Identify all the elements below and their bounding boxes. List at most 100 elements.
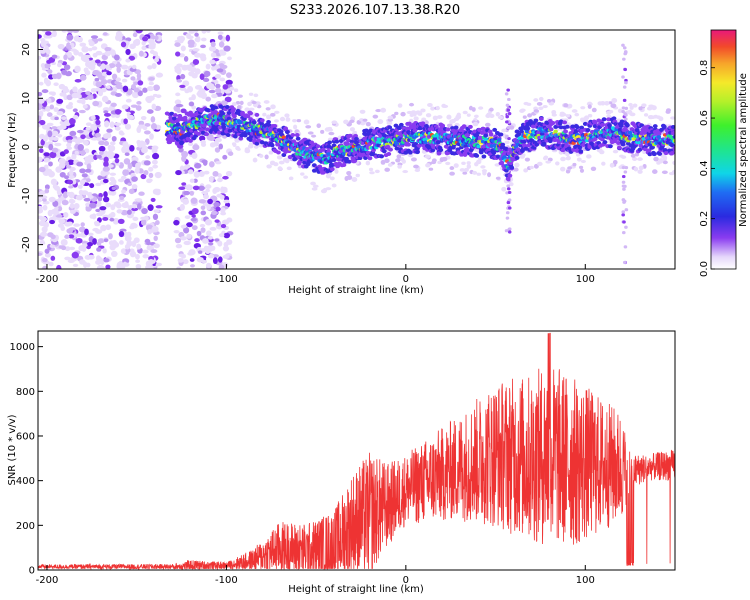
heatmap-cell [61,69,68,75]
heatmap-cell [334,169,339,174]
heatmap-cell [484,122,491,127]
heatmap-cell [57,43,65,50]
heatmap-cell [131,184,138,190]
heatmap-cell [351,177,358,183]
heatmap-cell [46,59,52,64]
heatmap-cell [311,187,318,191]
heatmap-cell [578,165,584,169]
snr-y-axis-label: SNR (10 * v/v) [7,414,18,485]
heatmap-cell [506,108,511,112]
heatmap-cell [85,91,91,96]
heatmap-cell [103,161,109,168]
heatmap-cell [504,92,509,96]
heatmap-cell [574,112,580,117]
heatmap-cell [632,103,638,108]
heatmap-cell [66,142,72,148]
heatmap-cell [492,127,498,132]
heatmap-cell [108,63,116,69]
heatmap-cell [656,135,662,139]
heatmap-cell [501,128,507,133]
heatmap-cell [110,49,116,56]
heatmap-cell [48,261,54,267]
heatmap-cell [222,175,229,180]
heatmap-cell [119,240,124,245]
heatmap-cell [81,98,86,105]
heatmap-cell [502,155,507,159]
heatmap-cell [653,156,659,162]
heatmap-cell [111,239,118,247]
heatmap-cell [91,213,97,220]
heatmap-cell [45,31,52,36]
heatmap-cell [129,43,136,50]
heatmap-cell [450,119,456,124]
heatmap-cell [622,260,627,265]
heatmap-cell [106,71,112,76]
heatmap-cell [623,112,627,116]
heatmap-cell [66,94,73,101]
heatmap-cell [456,112,461,117]
heatmap-cell [131,84,137,90]
heatmap-cell [154,171,162,179]
heatmap-cell [51,147,59,153]
heatmap-cell [247,144,254,149]
heatmap-cell [672,160,675,166]
heatmap-cell [121,104,129,110]
heatmap-cell [61,199,69,206]
heatmap-cell [565,156,571,161]
heatmap-cell [202,77,210,83]
heatmap-cell [623,117,628,121]
heatmap-cell [148,172,154,179]
heatmap-cell [430,148,436,153]
heatmap-cell [120,175,127,180]
heatmap-cell [63,149,69,154]
heatmap-cell [209,142,216,148]
heatmap-cell [394,111,399,116]
heatmap-cell [621,213,625,217]
heatmap-cell [78,109,86,114]
spectrogram-x-axis-label: Height of straight line (km) [288,285,424,296]
heatmap-cell [109,190,117,196]
heatmap-cell [95,119,101,125]
heatmap-cell [341,151,347,156]
heatmap-cell [258,154,264,158]
heatmap-cell [377,119,384,125]
x-tick-label: -100 [215,274,238,285]
heatmap-cell [67,159,75,166]
heatmap-cell [189,178,195,183]
heatmap-cell [114,122,122,126]
heatmap-cell [292,118,297,123]
heatmap-cell [599,122,605,127]
heatmap-cell [125,37,132,42]
heatmap-cell [604,100,610,106]
heatmap-cell [81,243,88,248]
heatmap-cell [189,190,194,196]
heatmap-cell [103,258,110,263]
heatmap-cell [190,217,197,222]
heatmap-cell [109,172,117,176]
heatmap-cell [67,179,74,185]
heatmap-cell [601,161,606,166]
heatmap-cell [38,205,43,210]
heatmap-cell [109,145,116,152]
heatmap-cell [67,30,74,34]
heatmap-cell [191,73,198,79]
heatmap-cell [52,136,59,141]
heatmap-cell [191,94,196,101]
heatmap-cell [55,214,63,218]
heatmap-cell [104,46,112,52]
heatmap-cell [47,130,53,138]
heatmap-cell [507,190,512,195]
heatmap-cell [218,264,225,269]
heatmap-cell [150,116,156,123]
heatmap-cell [279,116,286,122]
heatmap-cell [425,113,432,118]
heatmap-cell [464,146,470,151]
heatmap-cell [151,103,157,110]
heatmap-cell [220,224,227,229]
heatmap-cell [627,130,633,135]
heatmap-cell [182,259,189,265]
heatmap-cell [481,154,487,159]
heatmap-cell [181,182,187,186]
heatmap-cell [499,160,505,165]
heatmap-cell [44,184,50,190]
